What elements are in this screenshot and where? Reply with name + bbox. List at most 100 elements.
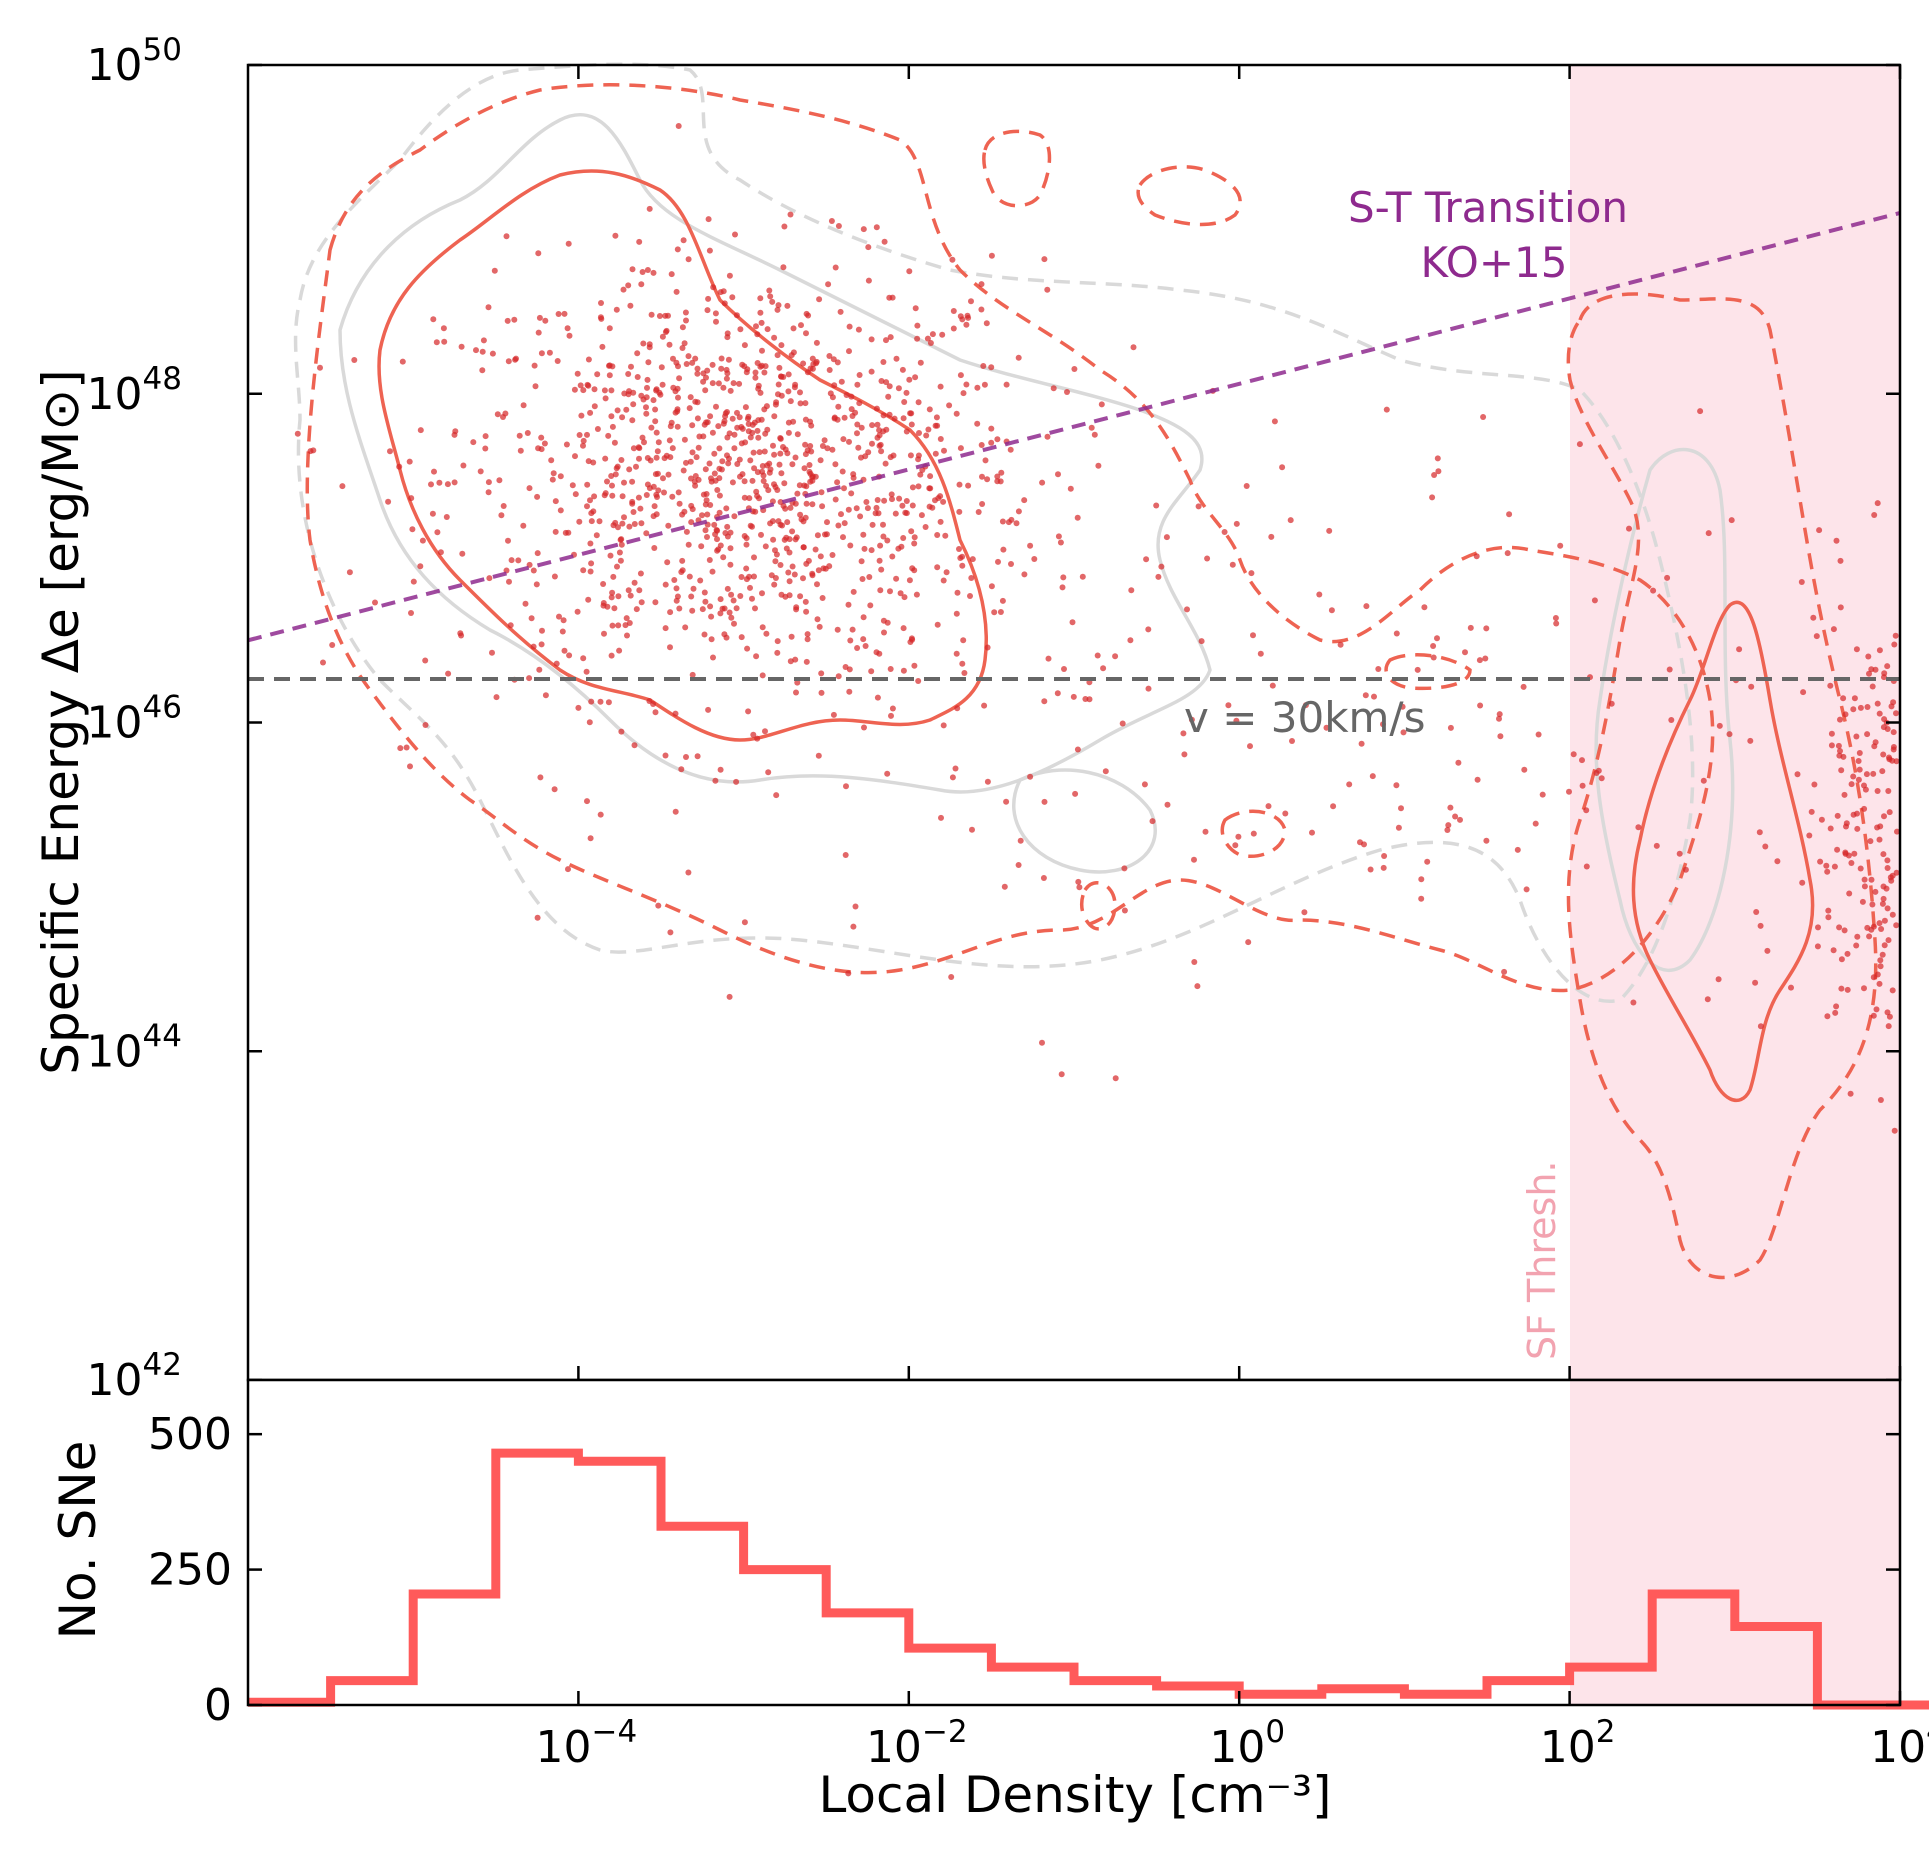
scatter-point (1844, 950, 1851, 957)
scatter-point (841, 414, 848, 421)
scatter-point (1884, 865, 1891, 871)
scatter-point (460, 462, 467, 469)
scatter-point (860, 636, 867, 643)
scatter-point (900, 415, 907, 422)
scatter-point (534, 493, 541, 500)
scatter-point (840, 534, 846, 541)
scatter-point (436, 479, 443, 486)
scatter-point (643, 394, 650, 401)
scatter-point (1748, 683, 1755, 690)
scatter-point (433, 339, 440, 346)
scatter-point (786, 536, 793, 543)
scatter-point (1668, 717, 1675, 723)
scatter-point (644, 481, 651, 488)
scatter-point (825, 281, 832, 288)
scatter-point (1552, 615, 1559, 621)
scatter-point (584, 798, 590, 805)
scatter-point (675, 123, 682, 129)
scatter-point (505, 537, 511, 544)
scatter-point (846, 348, 852, 355)
scatter-point (861, 724, 867, 731)
scatter-point (1027, 542, 1034, 549)
scatter-point (741, 494, 748, 501)
scatter-point (752, 374, 759, 381)
scatter-point (889, 294, 896, 301)
scatter-point (969, 556, 976, 563)
scatter-point (608, 387, 615, 394)
scatter-point (1483, 625, 1490, 632)
scatter-point (693, 454, 700, 461)
scatter-point (1830, 626, 1837, 633)
scatter-point (932, 422, 939, 429)
scatter-point (619, 520, 626, 527)
scatter-point (848, 490, 855, 497)
scatter-point (818, 689, 825, 696)
scatter-point (862, 643, 869, 649)
scatter-point (650, 397, 657, 404)
scatter-point (758, 531, 764, 538)
scatter-point (934, 532, 941, 538)
scatter-point (676, 375, 683, 382)
scatter-point (845, 970, 852, 977)
scatter-point (643, 404, 649, 411)
scatter-point (681, 436, 688, 443)
scatter-point (594, 426, 601, 432)
scatter-point (1145, 626, 1152, 633)
scatter-point (1058, 1071, 1065, 1078)
scatter-point (1853, 942, 1860, 949)
scatter-point (1874, 788, 1881, 794)
scatter-point (1664, 574, 1671, 581)
scatter-point (1842, 849, 1849, 856)
scatter-point (417, 427, 424, 434)
scatter-point (724, 370, 731, 377)
scatter-point (1369, 773, 1376, 780)
scatter-point (974, 384, 981, 391)
scatter-point (927, 473, 934, 480)
scatter-point (772, 547, 778, 554)
scatter-point (655, 439, 662, 446)
scatter-point (1832, 1009, 1839, 1016)
scatter-point (766, 460, 773, 467)
scatter-point (865, 449, 872, 456)
scatter-point (441, 338, 448, 345)
scatter-point (963, 381, 970, 388)
scatter-point (667, 423, 674, 430)
scatter-point (884, 770, 891, 777)
scatter-point (782, 446, 789, 453)
scatter-point (614, 407, 621, 414)
scatter-point (676, 605, 683, 612)
scatter-point (722, 413, 729, 420)
scatter-point (830, 711, 837, 718)
scatter-point (574, 608, 581, 615)
scatter-point (888, 491, 895, 498)
scatter-point (704, 511, 711, 518)
scatter-point (1452, 813, 1459, 820)
scatter-point (881, 497, 888, 504)
scatter-point (1163, 534, 1170, 541)
scatter-point (1840, 695, 1847, 702)
scatter-point (1269, 682, 1276, 689)
scatter-point (1361, 841, 1367, 848)
scatter-point (743, 565, 750, 572)
scatter-point (728, 591, 735, 598)
scatter-point (899, 502, 906, 509)
scatter-point (1814, 943, 1821, 950)
scatter-point (707, 413, 714, 420)
scatter-point (732, 231, 738, 238)
scatter-point (885, 393, 892, 400)
scatter-point (685, 869, 692, 876)
scatter-point (845, 506, 852, 513)
scatter-point (628, 363, 634, 370)
scatter-point (1593, 770, 1600, 776)
scatter-point (816, 296, 823, 303)
scatter-point (988, 439, 995, 446)
scatter-point (868, 668, 875, 675)
scatter-point (818, 489, 825, 496)
scatter-point (1158, 563, 1165, 570)
scatter-point (814, 532, 821, 539)
scatter-point (864, 505, 871, 512)
scatter-point (746, 573, 753, 580)
scatter-point (954, 589, 961, 596)
scatter-point (561, 647, 568, 654)
scatter-point (708, 613, 715, 620)
